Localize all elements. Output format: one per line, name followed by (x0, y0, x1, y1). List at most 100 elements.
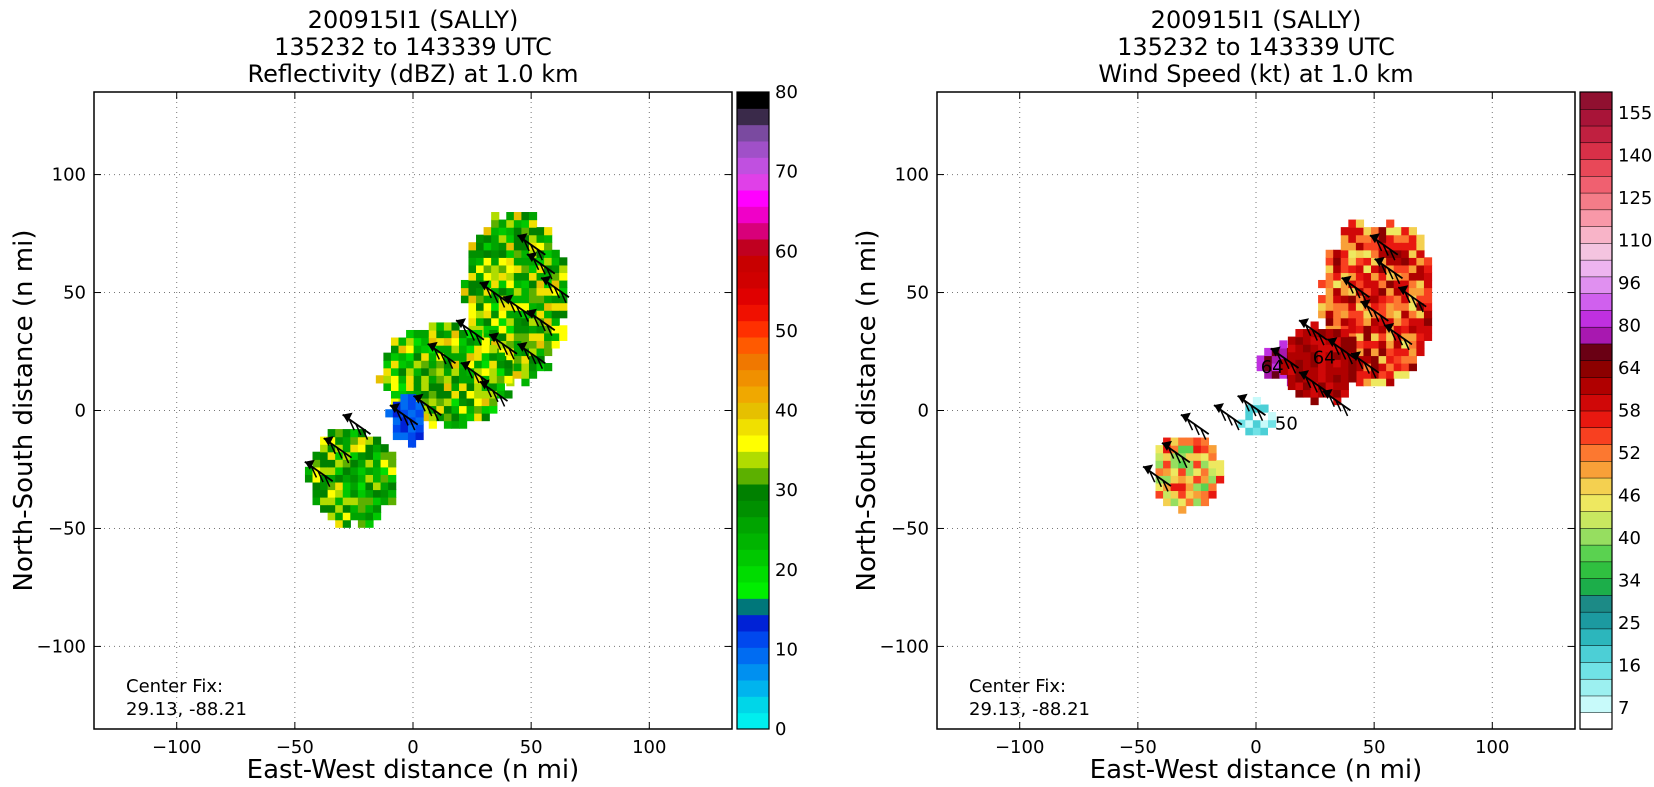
barb-flag (526, 252, 537, 263)
data-cell (1325, 287, 1334, 296)
x-tick-label: 50 (520, 737, 543, 758)
data-cell (474, 367, 483, 376)
data-cell (459, 405, 468, 414)
data-cell (466, 413, 475, 422)
data-cell (1355, 332, 1365, 341)
data-cell (1310, 336, 1319, 345)
data-cell (551, 332, 560, 341)
data-cell (521, 257, 530, 266)
data-cell (521, 279, 530, 289)
data-cell (491, 257, 500, 266)
barb-flag (503, 294, 514, 305)
data-cell (459, 420, 468, 429)
data-cell (528, 332, 538, 341)
x-tick-label: −50 (1119, 737, 1157, 758)
data-cell (1193, 460, 1202, 469)
data-cell (1325, 351, 1334, 360)
data-cell (1318, 381, 1327, 391)
data-cell (443, 367, 453, 376)
data-cell (1416, 325, 1425, 334)
barb-feather (522, 310, 529, 322)
wind-barb (1270, 346, 1300, 374)
barb-feather (446, 357, 454, 370)
data-cell (474, 390, 483, 399)
data-cell (483, 249, 492, 258)
data-cell (1170, 445, 1179, 454)
colorbar-swatch (1579, 561, 1613, 579)
barb-feather (426, 404, 433, 417)
data-cell (428, 382, 437, 391)
barb-flag (1270, 346, 1281, 357)
data-cell (436, 360, 445, 369)
data-cell (496, 375, 505, 384)
colorbar-swatch (737, 647, 769, 665)
data-cell (1408, 257, 1417, 266)
data-cell (428, 397, 437, 407)
data-cell (459, 375, 468, 384)
data-cell (1363, 332, 1372, 341)
data-cell (1408, 347, 1417, 357)
barb-feather (515, 305, 523, 318)
data-cell (521, 234, 530, 243)
wind-barb (540, 275, 570, 303)
data-cell (474, 329, 483, 339)
data-cell (536, 257, 545, 266)
data-field: 64 64 50 (1142, 219, 1433, 514)
data-cell (327, 489, 336, 498)
data-cell (1423, 272, 1433, 281)
data-cell (528, 325, 538, 334)
data-cell (1378, 340, 1387, 349)
data-cell (1393, 295, 1402, 304)
data-cell (1302, 351, 1312, 360)
data-cell (373, 504, 382, 513)
data-cell (1393, 227, 1402, 236)
colorbar-frame (736, 91, 770, 730)
data-cell (350, 451, 359, 460)
barb-feather (1193, 423, 1200, 436)
data-cell (320, 466, 329, 475)
data-cell (1155, 482, 1164, 492)
data-cell (1333, 359, 1342, 368)
data-cell (312, 459, 321, 468)
colorbar-swatch (737, 141, 769, 158)
data-cell (1386, 242, 1395, 251)
data-cell (1348, 234, 1357, 243)
data-cell (1264, 363, 1273, 372)
data-cell (1423, 317, 1433, 326)
data-cell (1408, 227, 1417, 236)
data-cell (1378, 332, 1387, 341)
barb-feather (1162, 480, 1169, 492)
barb-feather (361, 428, 369, 440)
colorbar-swatch (1579, 510, 1613, 529)
data-cell (1416, 242, 1425, 251)
data-cell (528, 363, 538, 372)
wind-barb (427, 341, 457, 370)
data-cell (1310, 321, 1319, 330)
data-cell (1208, 460, 1217, 469)
data-cell (468, 279, 477, 289)
data-cell (521, 242, 530, 251)
data-cell (421, 329, 430, 339)
data-cell (466, 375, 475, 384)
data-cell (1355, 227, 1365, 236)
data-cell (1216, 475, 1225, 484)
wind-barb (1350, 351, 1380, 379)
colorbar-swatch (737, 484, 769, 501)
data-cell (1363, 257, 1372, 266)
data-cell (498, 302, 507, 311)
data-cell (1378, 363, 1387, 372)
data-cell (451, 337, 460, 346)
data-cell (1386, 378, 1395, 387)
data-cell (1318, 374, 1327, 383)
data-cell (474, 382, 483, 391)
wind-barb (455, 318, 485, 346)
data-cell (1295, 336, 1304, 345)
data-cell (483, 242, 492, 251)
data-cell (481, 390, 490, 399)
data-cell (342, 451, 351, 460)
data-cell (443, 413, 453, 422)
data-cell (1310, 374, 1319, 383)
barb-feather (1354, 286, 1361, 299)
data-cell (481, 360, 490, 369)
data-cell (559, 325, 568, 334)
